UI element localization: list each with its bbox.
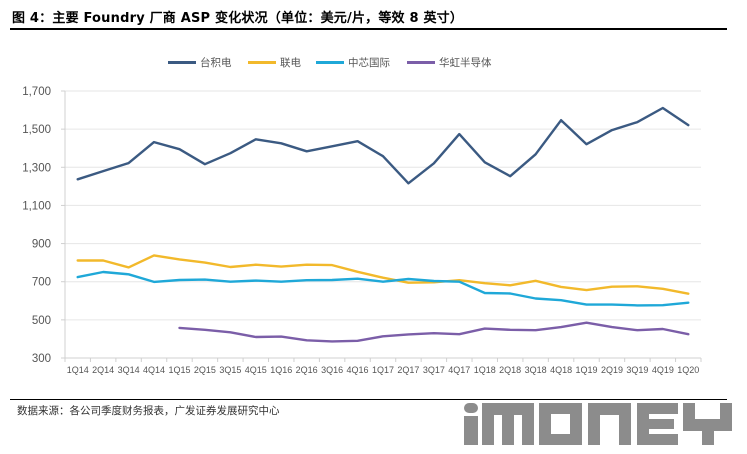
legend-label-smic: 中芯国际 (348, 57, 390, 69)
x-tick-label: 3Q18 (525, 365, 547, 375)
logo-letter-i-stem (464, 416, 478, 445)
y-tick-label: 1,300 (22, 162, 51, 174)
logo-letter-m (482, 403, 534, 445)
series-line-umc (76, 254, 690, 295)
legend-swatch-smic (316, 61, 344, 64)
footer-divider (10, 399, 727, 400)
legend-label-tsmc: 台积电 (200, 57, 232, 69)
series-line-tsmc (76, 106, 690, 185)
y-tick-label: 300 (32, 353, 51, 365)
x-tick-label: 2Q15 (194, 365, 216, 375)
logo-letter-n (588, 403, 631, 445)
x-tick-label: 3Q19 (626, 365, 648, 375)
x-tick-label: 1Q17 (372, 365, 394, 375)
x-tick-label: 1Q19 (576, 365, 598, 375)
y-tick-label: 1,100 (22, 200, 51, 212)
x-tick-label: 4Q16 (347, 365, 369, 375)
y-tick-label: 1,700 (22, 86, 51, 98)
x-axis-ticks: 1Q14 2Q14 3Q14 4Q14 1Q15 2Q15 3Q15 4Q15 1Q16 2Q16… (64, 358, 702, 375)
legend-item-tsmc: 台积电 (168, 55, 232, 70)
legend-label-huahong: 华虹半导体 (439, 57, 492, 69)
x-tick-label: 4Q15 (245, 365, 267, 375)
legend-swatch-umc (248, 61, 276, 64)
legend-item-huahong: 华虹半导体 (407, 55, 492, 70)
x-tick-label: 4Q14 (143, 365, 165, 375)
logo-letter-y (683, 403, 732, 445)
chart-legend: 台积电 联电 中芯国际 华虹半导体 (0, 55, 747, 71)
x-tick-label: 3Q17 (423, 365, 445, 375)
y-tick-label: 500 (32, 315, 51, 327)
series-line-huahong (178, 321, 690, 343)
x-tick-label: 3Q15 (219, 365, 241, 375)
y-axis-ticks: 300 500 700 900 1,100 1,300 1,500 1,700 (22, 86, 65, 365)
x-tick-label: 2Q19 (601, 365, 623, 375)
x-tick-label: 2Q17 (397, 365, 419, 375)
source-note: 数据来源：各公司季度财务报表，广发证券发展研究中心 (17, 405, 280, 417)
x-tick-label: 3Q16 (321, 365, 343, 375)
legend-item-smic: 中芯国际 (316, 55, 390, 70)
legend-item-umc: 联电 (248, 55, 301, 70)
legend-swatch-tsmc (168, 61, 196, 64)
x-tick-label: 1Q14 (67, 365, 89, 375)
x-tick-label: 2Q16 (296, 365, 318, 375)
x-tick-label: 1Q18 (474, 365, 496, 375)
figure-title: 图 4：主要 Foundry 厂商 ASP 变化状况（单位：美元/片，等效 8 … (12, 11, 464, 26)
series-line-smic (76, 270, 690, 307)
x-tick-label: 4Q19 (652, 365, 674, 375)
y-tick-label: 900 (32, 239, 51, 251)
axes (64, 91, 701, 359)
legend-swatch-huahong (407, 61, 435, 64)
logo-letter-i-dot (464, 403, 478, 413)
x-tick-label: 1Q15 (168, 365, 190, 375)
gridlines (65, 90, 701, 321)
x-tick-label: 1Q16 (270, 365, 292, 375)
x-tick-label: 2Q18 (499, 365, 521, 375)
x-tick-label: 4Q17 (448, 365, 470, 375)
series-lines (76, 106, 690, 343)
x-tick-label: 4Q18 (550, 365, 572, 375)
logo-letter-o (539, 403, 582, 445)
title-divider (10, 28, 727, 30)
x-tick-label: 1Q20 (677, 365, 699, 375)
y-tick-label: 700 (32, 277, 51, 289)
x-tick-label: 2Q14 (92, 365, 114, 375)
imoney-watermark-logo: iMONEY (464, 403, 732, 445)
x-tick-label: 3Q14 (118, 365, 140, 375)
logo-letter-e (637, 403, 678, 445)
legend-label-umc: 联电 (280, 57, 301, 69)
y-tick-label: 1,500 (22, 124, 51, 136)
